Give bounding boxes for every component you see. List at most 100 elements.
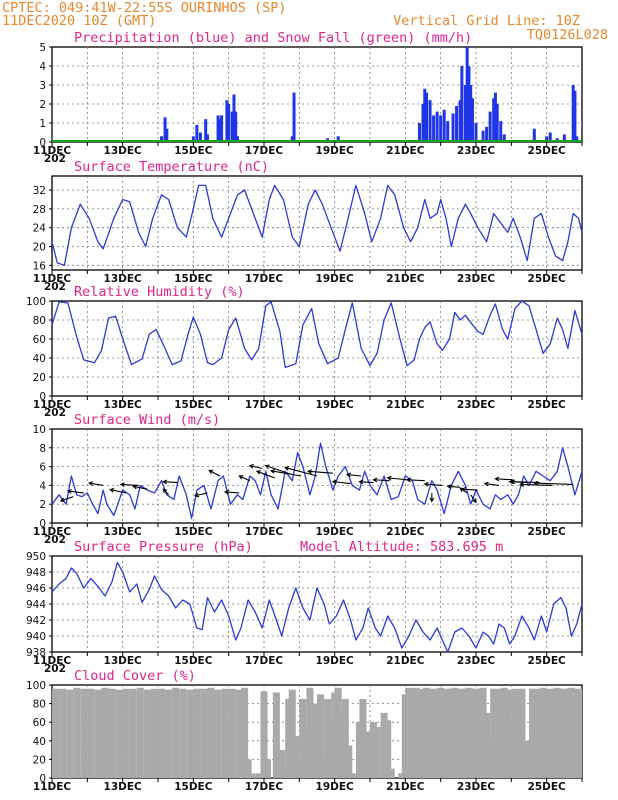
wind-arrow-head [119,482,125,488]
wind-arrow-head [446,484,452,489]
y-tick-label: 2 [39,499,46,511]
y-tick-label: 3 [39,80,46,92]
precip-bar [232,94,236,142]
x-tick-label: 17DEC [245,399,284,411]
cloud-bar [200,688,208,778]
cloud-bar [387,768,395,778]
precip-bar [573,90,577,142]
panel-frame [51,175,583,271]
y-tick-label: 80 [33,315,46,327]
precip-bar [562,134,566,142]
cloud-bar [272,692,280,778]
y-tick-label: 0 [39,773,46,785]
precip-bar [227,104,231,142]
y-tick-label: 940 [26,631,46,643]
wind-arrow-head [508,479,514,485]
precip-bar [205,134,209,142]
x-tick-label: 25DEC [528,526,567,538]
x-tick-label: 21DEC [386,526,425,538]
x-tick-label: 17DEC [245,145,284,157]
wind-arrow-head [87,481,94,486]
wind-arrow-shaft [495,478,514,481]
panel-subtitle: Model Altitude: 583.695 m [300,539,503,555]
precip-bar [532,128,536,142]
series-line [51,300,583,369]
y-tick-label: 4 [39,480,46,492]
wind-arrow-shaft [89,482,104,486]
series-line [51,442,583,519]
precip-bar [290,136,294,142]
wind-arrow-shaft [225,491,240,494]
precip-bar [465,47,469,142]
cloud-bar [384,720,392,778]
y-tick-label: 0 [39,518,46,530]
wind-arrow-head [238,475,244,480]
precip-bar [292,92,296,142]
precip-bar [421,104,425,142]
x-year-glyph: 202 [44,281,66,293]
cloud-bar [507,722,515,778]
cloud-bar [179,688,187,778]
x-year-glyph: 202 [44,663,66,675]
wind-arrow-head [519,482,524,487]
panels: 0 1 2 3 4 5 11DEC 13DEC 15DEC 17DEC 19DEC 21DEC 23DE… [26,30,583,793]
x-tick-label: 13DEC [104,273,143,285]
y-tick-label: 946 [26,583,46,595]
x-tick-label: 15DEC [174,781,213,793]
x-tick-label: 17DEC [245,526,284,538]
precip-bar [435,111,439,142]
y-tick-label: 0 [39,391,46,403]
precip-bar [451,113,455,142]
wind-arrow-head [345,472,351,478]
precip-bar [474,123,478,142]
cloud-bar [264,759,272,778]
y-tick-label: 942 [26,615,46,627]
cloud-bar [288,689,296,778]
x-tick-label: 25DEC [528,655,567,667]
wind-arrow-shaft [163,481,178,484]
wind-arrow-head [460,486,466,492]
cloud-bar [260,691,268,778]
y-tick-label: 40 [33,353,46,365]
wind-arrow-head [510,479,516,485]
x-year-glyph: 202 [44,153,66,165]
panel-4: 0 2 4 6 8 10 11DEC 13DEC 15DEC 17DEC 19DEC 21DEC 23D… [33,412,583,546]
y-tick-label: 16 [33,260,47,272]
precip-bar [417,123,421,142]
x-tick-label: 19DEC [316,145,355,157]
wind-arrow-shaft [239,475,251,482]
cloud-bar [101,687,109,778]
cloud-bar [235,689,243,778]
cloud-bar [345,745,353,778]
panel-title: Surface Pressure (hPa) [74,539,253,555]
cloud-bar [108,688,116,778]
precip-bar [191,136,195,142]
header-source-line: CPTEC: 049:41W-22:55S OURINHOS (SP) [2,0,286,16]
x-tick-label: 13DEC [104,145,143,157]
precip-bar [545,136,549,142]
y-tick-label: 6 [39,462,46,474]
wind-arrow-shaft [265,465,291,475]
x-tick-label: 23DEC [457,526,496,538]
wind-arrow-shaft [534,482,574,486]
x-tick-label: 21DEC [386,655,425,667]
x-tick-label: 19DEC [316,399,355,411]
y-tick-label: 5 [39,42,46,54]
wind-arrow-head [483,481,489,487]
panel-title: Precipitation (blue) and Snow Fall (gree… [74,30,472,46]
x-tick-label: 17DEC [245,781,284,793]
wind-arrow-shaft [470,494,477,503]
precip-bar [460,66,464,142]
x-tick-label: 21DEC [386,273,425,285]
y-tick-label: 80 [33,699,46,711]
x-tick-label: 13DEC [104,655,143,667]
wind-arrow-head [284,466,290,471]
precip-bar [428,100,432,142]
cloud-bar [158,688,166,778]
cloud-bar [362,731,370,778]
y-tick-label: 28 [33,204,46,216]
wind-arrow-shaft [346,474,362,477]
header-code: TQ0126L028 [527,27,608,43]
wind-arrow-head [429,497,435,503]
header-grid-note: Vertical Grid Line: 10Z [393,13,580,29]
